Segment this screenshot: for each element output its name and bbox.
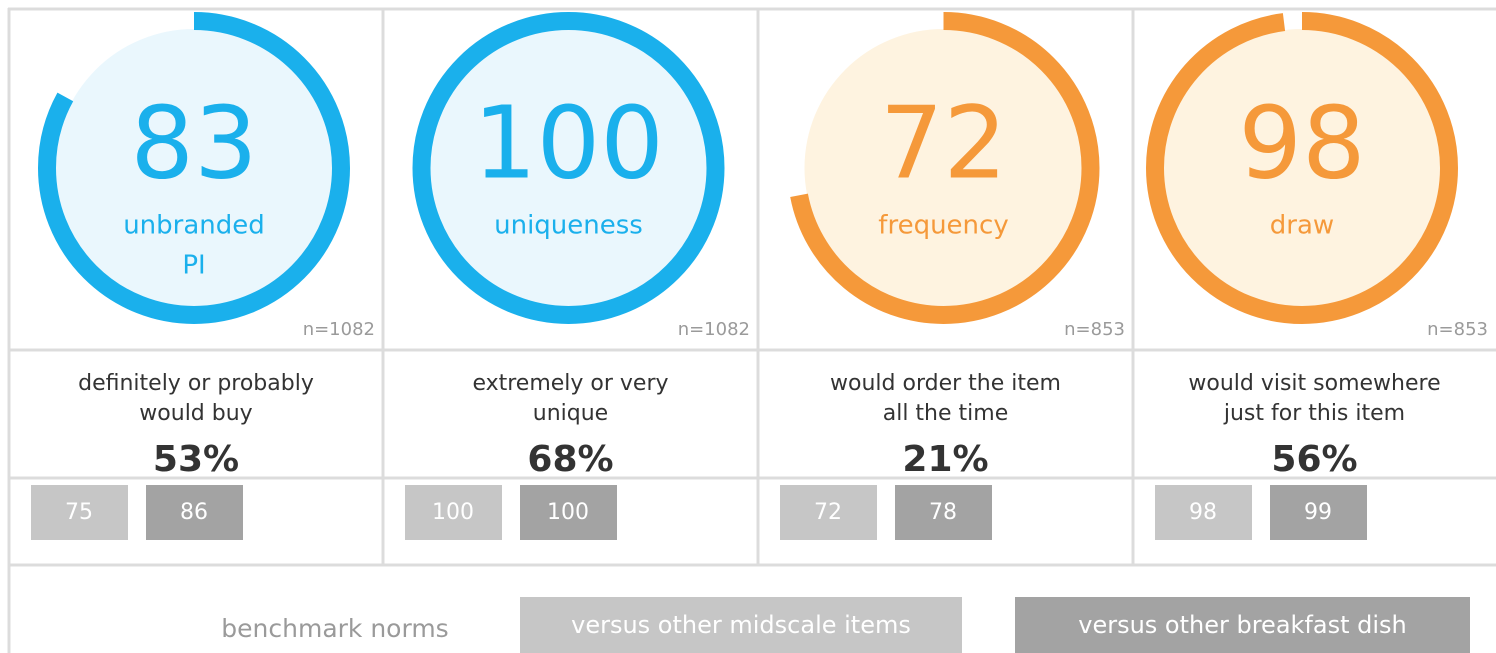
gauge-score: 72 xyxy=(880,84,1007,201)
gauge-fill xyxy=(1163,29,1441,307)
description: would order the item xyxy=(830,371,1061,396)
norm-box xyxy=(895,485,992,540)
legend-title: benchmark norms xyxy=(221,614,448,643)
percent: 53% xyxy=(153,439,239,480)
norm-box xyxy=(1270,485,1367,540)
sample-size: n=853 xyxy=(1427,319,1488,340)
description: unique xyxy=(533,401,608,426)
gauge-arc xyxy=(1146,12,1458,324)
description: definitely or probably xyxy=(78,371,314,396)
norm-value: 86 xyxy=(180,500,208,525)
norm-box xyxy=(146,485,243,540)
gauge-score: 98 xyxy=(1238,84,1365,201)
sample-size: n=1082 xyxy=(303,319,375,340)
gauge-label: uniqueness xyxy=(494,211,643,241)
gauge-score: 83 xyxy=(130,84,257,201)
gauge-label: unbranded xyxy=(123,211,265,241)
gauge-score: 100 xyxy=(473,84,664,201)
gauge-label: frequency xyxy=(878,211,1008,241)
description: all the time xyxy=(883,401,1009,426)
gauge-label: draw xyxy=(1270,211,1334,241)
legend-label: versus other breakfast dish xyxy=(1078,611,1407,639)
norm-value: 99 xyxy=(1304,500,1332,525)
gauge-fill xyxy=(429,29,708,307)
legend-swatch xyxy=(520,597,962,653)
norm-value: 78 xyxy=(929,500,957,525)
percent: 56% xyxy=(1271,439,1357,480)
norm-value: 100 xyxy=(432,500,474,525)
norm-box xyxy=(31,485,128,540)
norm-value: 100 xyxy=(547,500,589,525)
percent: 68% xyxy=(527,439,613,480)
norm-box xyxy=(780,485,877,540)
gauge-fill xyxy=(55,29,333,307)
norm-box xyxy=(520,485,617,540)
gauge-arc xyxy=(412,12,725,324)
norm-box xyxy=(1155,485,1252,540)
description: would visit somewhere xyxy=(1188,371,1440,396)
percent: 21% xyxy=(902,439,988,480)
norm-value: 72 xyxy=(814,500,842,525)
gauge-arc xyxy=(38,12,350,324)
sample-size: n=853 xyxy=(1064,319,1125,340)
description: just for this item xyxy=(1223,401,1405,426)
gauge-fill xyxy=(804,29,1083,307)
gauge-arc xyxy=(787,12,1100,324)
frame xyxy=(7,7,1496,653)
description: extremely or very xyxy=(472,371,668,396)
norm-box xyxy=(405,485,502,540)
gauge-label: PI xyxy=(182,251,205,281)
sample-size: n=1082 xyxy=(678,319,750,340)
legend-label: versus other midscale items xyxy=(571,611,911,639)
norm-value: 75 xyxy=(65,500,93,525)
description: would buy xyxy=(139,401,252,426)
norm-value: 98 xyxy=(1189,500,1217,525)
legend-swatch xyxy=(1015,597,1470,653)
